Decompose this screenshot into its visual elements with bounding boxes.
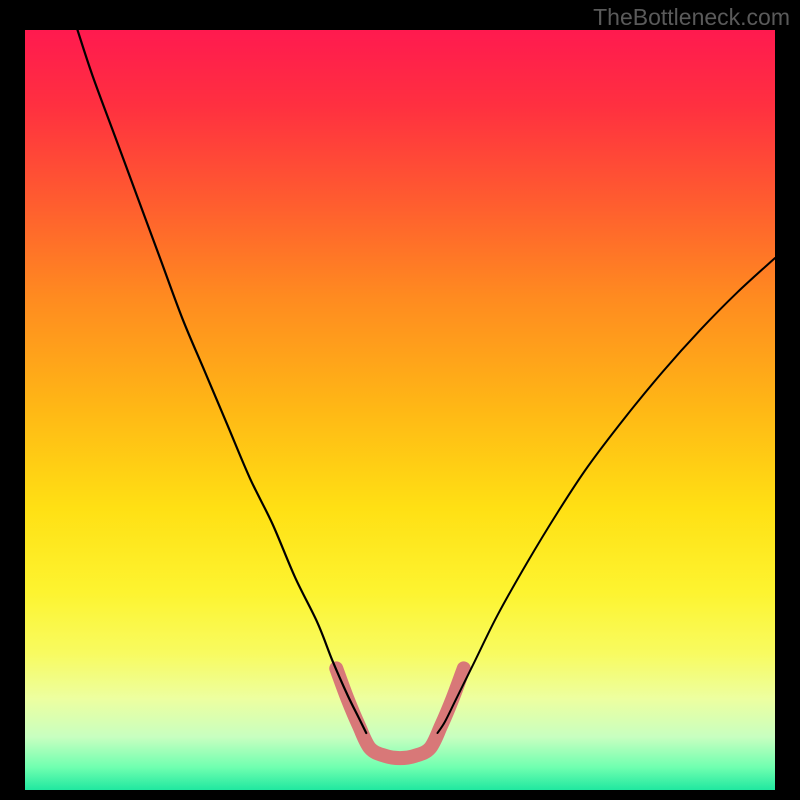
- bottleneck-curve-chart: [0, 0, 800, 800]
- chart-stage: TheBottleneck.com: [0, 0, 800, 800]
- gradient-background: [25, 30, 775, 790]
